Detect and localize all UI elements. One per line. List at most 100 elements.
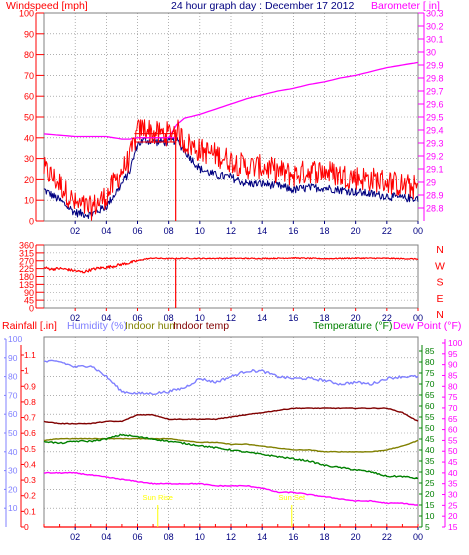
humidity-tick-label: 40 (8, 447, 18, 457)
temperature-tick-label: 80 (425, 357, 435, 367)
barometer-tick-label: 30.1 (426, 35, 444, 45)
rain-tick-label: 0.1 (24, 506, 36, 516)
chart-title: 24 hour graph day : December 17 2012 (171, 0, 354, 12)
dewpoint-tick-label: 95 (448, 349, 458, 359)
dewpoint-tick-label: 40 (448, 468, 458, 478)
barometer-tick-label: 29.5 (426, 113, 444, 123)
x-tick-label: 10 (195, 226, 205, 236)
dewpoint-tick-label: 65 (448, 414, 458, 424)
sun-event-label: Sun Rise (143, 493, 173, 502)
temperature-tick-label: 20 (425, 489, 435, 499)
temperature-tick-label: 40 (425, 445, 435, 455)
dewpoint-legend: Dew Point (°F) (393, 320, 461, 332)
barometer-line (43, 61, 419, 140)
wind-tick-label: 30 (24, 154, 34, 164)
x-tick-label: 06 (132, 313, 142, 323)
x-tick-label: 08 (164, 532, 174, 542)
humidity-tick-label: 10 (8, 503, 18, 513)
barometer-tick-label: 29.3 (426, 139, 444, 149)
rain-tick-label: 0.6 (24, 428, 36, 438)
temperature-tick-label: 85 (425, 346, 435, 356)
dewpoint-tick-label: 75 (448, 392, 458, 402)
temperature-tick-label: 45 (425, 434, 435, 444)
humidity-tick-label: 100 (8, 334, 22, 344)
dewpoint-tick-label: 20 (448, 511, 458, 521)
x-tick-label: 22 (382, 313, 392, 323)
rain-tick-label: 0.4 (24, 459, 36, 469)
dewpoint-tick-label: 55 (448, 435, 458, 445)
direction-tick-label: 0 (29, 304, 34, 314)
x-tick-label: 00 (413, 313, 423, 323)
x-tick-label: 02 (70, 532, 80, 542)
wind-tick-label: 0 (29, 217, 34, 227)
barometer-tick-label: 29.4 (426, 126, 444, 136)
rain-tick-label: 0.5 (24, 444, 36, 454)
x-tick-label: 12 (226, 313, 236, 323)
x-tick-label: 00 (413, 532, 423, 542)
dewpoint-tick-label: 90 (448, 360, 458, 370)
x-tick-label: 06 (132, 532, 142, 542)
rain-tick-label: 0.9 (24, 381, 36, 391)
wind-barometer-panel: 0 10 20 30 40 50 60 70 80 90 100 28.8 28.9 29 29.1 29.2… (19, 9, 444, 237)
temperature-tick-label: 55 (425, 412, 435, 422)
x-tick-label: 14 (257, 226, 267, 236)
x-tick-label: 14 (257, 313, 267, 323)
dewpoint-tick-label: 70 (448, 403, 458, 413)
temperature-tick-label: 25 (425, 478, 435, 488)
indoor-hum-line (43, 437, 419, 453)
temperature-tick-label: 65 (425, 390, 435, 400)
x-tick-label: 18 (319, 313, 329, 323)
direction-tick-label: 135 (19, 280, 34, 290)
x-tick-label: 08 (164, 226, 174, 236)
average-wind-line (43, 135, 419, 219)
x-tick-label: 14 (257, 532, 267, 542)
dewpoint-tick-label: 50 (448, 446, 458, 456)
rainfall-axis-title: Rainfall [.in] (2, 320, 57, 332)
compass-label: W (435, 260, 445, 272)
direction-tick-label: 315 (19, 248, 34, 258)
x-tick-label: 10 (195, 313, 205, 323)
dewpoint-tick-label: 30 (448, 490, 458, 500)
x-tick-label: 12 (226, 532, 236, 542)
compass-label: S (436, 277, 443, 289)
dewpoint-tick-label: 35 (448, 479, 458, 489)
x-tick-label: 18 (319, 226, 329, 236)
wind-tick-label: 20 (24, 175, 34, 185)
x-tick-label: 20 (351, 532, 361, 542)
windspeed-axis-title: Windspeed [mph] (6, 0, 88, 12)
barometer-tick-label: 29 (426, 178, 436, 188)
dewpoint-tick-label: 85 (448, 370, 458, 380)
wind-tick-label: 40 (24, 133, 34, 143)
x-tick-label: 04 (101, 226, 111, 236)
dewpoint-tick-label: 15 (448, 522, 458, 532)
indoor-temp-legend: Indoor temp (173, 320, 229, 332)
humidity-tick-label: 30 (8, 466, 18, 476)
temperature-tick-label: 5 (425, 522, 430, 532)
temperature-tick-label: 15 (425, 500, 435, 510)
barometer-tick-label: 29.6 (426, 100, 444, 110)
compass-label: E (436, 293, 443, 305)
wind-direction-line (43, 256, 419, 274)
x-tick-label: 02 (70, 313, 80, 323)
temperature-tick-label: 70 (425, 379, 435, 389)
temperature-tick-label: 35 (425, 456, 435, 466)
compass-label: N (436, 244, 444, 256)
dewpoint-tick-label: 25 (448, 500, 458, 510)
dewpoint-tick-label: 60 (448, 425, 458, 435)
x-tick-label: 04 (101, 313, 111, 323)
barometer-tick-label: 30 (426, 48, 436, 58)
rain-tick-label: 1.1 (24, 350, 36, 360)
x-tick-label: 20 (351, 226, 361, 236)
x-tick-label: 22 (382, 532, 392, 542)
direction-tick-label: 225 (19, 264, 34, 274)
x-tick-label: 20 (351, 313, 361, 323)
x-tick-label: 16 (288, 532, 298, 542)
rain-humidity-temperature-panel: 10203040506070809010000.10.20.30.40.50.6… (4, 334, 462, 542)
barometer-tick-label: 29.7 (426, 87, 444, 97)
dewpoint-tick-label: 45 (448, 457, 458, 467)
plot-frame (43, 336, 419, 528)
x-tick-label: 04 (101, 532, 111, 542)
x-tick-label: 06 (132, 226, 142, 236)
